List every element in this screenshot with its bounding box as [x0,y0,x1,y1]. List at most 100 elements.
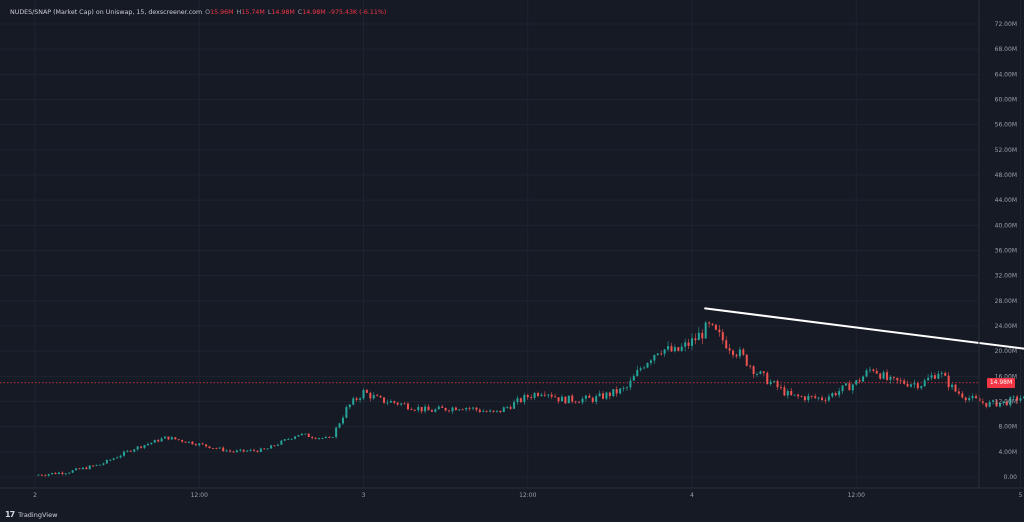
candle-body [177,439,180,441]
x-tick-label: 2 [33,492,37,499]
candle-body [406,403,409,410]
candle-body [355,398,358,400]
candle-body [489,410,492,412]
candle-body [872,369,875,371]
candle-body [396,402,399,405]
candles-group [37,320,1024,477]
candle-body [882,372,885,379]
candle-body [57,472,60,475]
candle-body [232,451,235,453]
candle-body [321,438,324,439]
last-price-tag: 14.98M [987,378,1015,388]
candle-body [827,396,830,401]
candle-body [499,410,502,413]
candle-body [410,409,413,410]
candle-body [47,474,50,476]
candle-body [187,441,190,443]
candle-body [923,380,926,387]
y-tick-label: 12.00M [995,399,1017,406]
candle-body [140,446,143,448]
candle-body [249,449,252,451]
candle-body [554,396,557,398]
candle-body [803,396,806,401]
candle-body [170,437,173,440]
candle-body [540,394,543,396]
candle-body [222,447,225,452]
candle-body [211,448,214,449]
candle-body [615,389,618,394]
candle-body [116,457,119,459]
candle-body [37,474,40,476]
candle-body [341,417,344,424]
candle-body [372,395,375,399]
candle-body [40,474,43,476]
candle-body [961,393,964,398]
tradingview-branding[interactable]: 17 TradingView [5,510,57,519]
candle-body [646,363,649,368]
candle-body [287,439,290,440]
candle-body [61,472,64,475]
candle-body [198,443,201,446]
candle-body [817,397,820,399]
candle-body [995,400,998,407]
candle-body [376,395,379,397]
candle-body [239,449,242,451]
candle-body [427,406,430,411]
candle-body [502,407,505,413]
candle-body [560,396,563,402]
candle-body [1009,397,1012,406]
chart-legend: NUDES/SNAP (Market Cap) on Uniswap, 15, … [10,9,386,16]
candle-body [595,396,598,402]
candle-body [591,397,594,402]
candle-body [930,375,933,378]
candle-body [670,346,673,352]
candle-body [738,349,741,357]
candle-body [735,354,738,357]
candle-body [256,450,259,452]
candle-body [345,407,348,418]
candle-body [263,448,266,450]
y-tick-label: 36.00M [995,248,1017,255]
candle-body [314,437,317,439]
candle-body [472,407,474,409]
candle-body [790,391,793,396]
candle-body [602,393,605,399]
candle-body [1002,401,1005,404]
candle-body [988,401,991,407]
candle-body [434,409,437,412]
open-label: O [205,9,211,16]
candle-body [95,464,98,466]
candle-body [649,360,652,364]
candle-body [311,437,314,438]
candle-body [957,391,960,394]
candle-body [468,408,471,409]
candle-body [899,380,902,382]
candle-body [164,436,167,439]
candle-body [112,458,115,460]
candle-body [786,391,789,396]
candle-body [420,407,423,412]
y-tick-label: 60.00M [995,97,1017,104]
candle-body [574,401,577,403]
candle-body [625,387,628,389]
candle-body [975,396,978,399]
candle-body [868,369,871,371]
candle-body [324,437,327,439]
low-label: L [267,9,272,16]
candle-body [992,400,995,402]
candle-body [981,401,984,403]
candle-body [667,346,670,350]
open-value: 15.96M [210,9,234,16]
candle-body [684,342,687,347]
candle-body [1012,396,1015,398]
candle-body [547,394,550,396]
trendline [704,307,1024,350]
candle-body [201,443,204,445]
candle-body [622,387,625,389]
candle-body [821,397,824,400]
y-tick-label: 72.00M [995,21,1017,28]
candle-body [386,402,389,404]
y-tick-label: 28.00M [995,298,1017,305]
candle-body [495,410,498,412]
